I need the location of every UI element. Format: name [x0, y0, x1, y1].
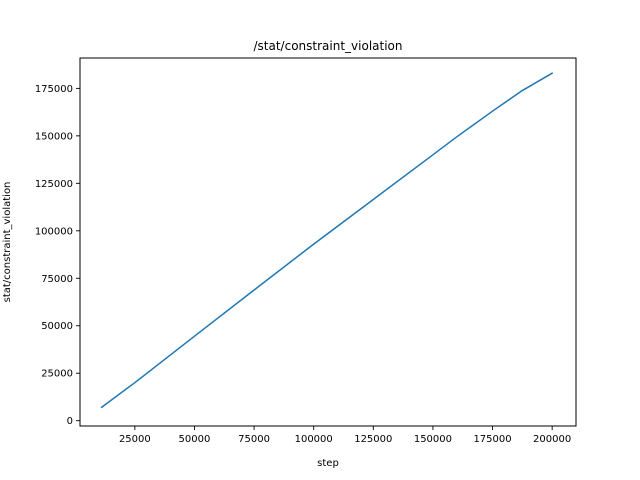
- x-tick-label: 200000: [533, 434, 571, 445]
- x-axis-ticks: 25000 50000 75000 100000 125000 150000 175000 2…: [119, 426, 571, 445]
- x-axis-label: step: [317, 458, 339, 469]
- y-axis-ticks: 0 25000 50000 75000 100000 125000 150000 175000: [35, 84, 80, 427]
- y-axis-label: stat/constraint_violation: [2, 182, 13, 303]
- x-tick-label: 175000: [473, 434, 511, 445]
- y-tick-label: 100000: [35, 226, 73, 237]
- series-line: [100, 72, 553, 409]
- plot-area: [100, 72, 553, 409]
- x-tick-label: 125000: [354, 434, 392, 445]
- y-tick-label: 0: [67, 416, 73, 427]
- y-tick-label: 50000: [41, 321, 73, 332]
- x-tick-label: 150000: [414, 434, 452, 445]
- chart-title: /stat/constraint_violation: [254, 39, 403, 53]
- y-tick-label: 125000: [35, 179, 73, 190]
- y-tick-label: 175000: [35, 84, 73, 95]
- x-tick-label: 25000: [119, 434, 151, 445]
- axes-frame: [79, 57, 577, 427]
- y-tick-label: 75000: [41, 274, 73, 285]
- x-tick-label: 50000: [179, 434, 211, 445]
- y-tick-label: 150000: [35, 131, 73, 142]
- x-tick-label: 100000: [295, 434, 333, 445]
- y-tick-label: 25000: [41, 369, 73, 380]
- x-tick-label: 75000: [238, 434, 270, 445]
